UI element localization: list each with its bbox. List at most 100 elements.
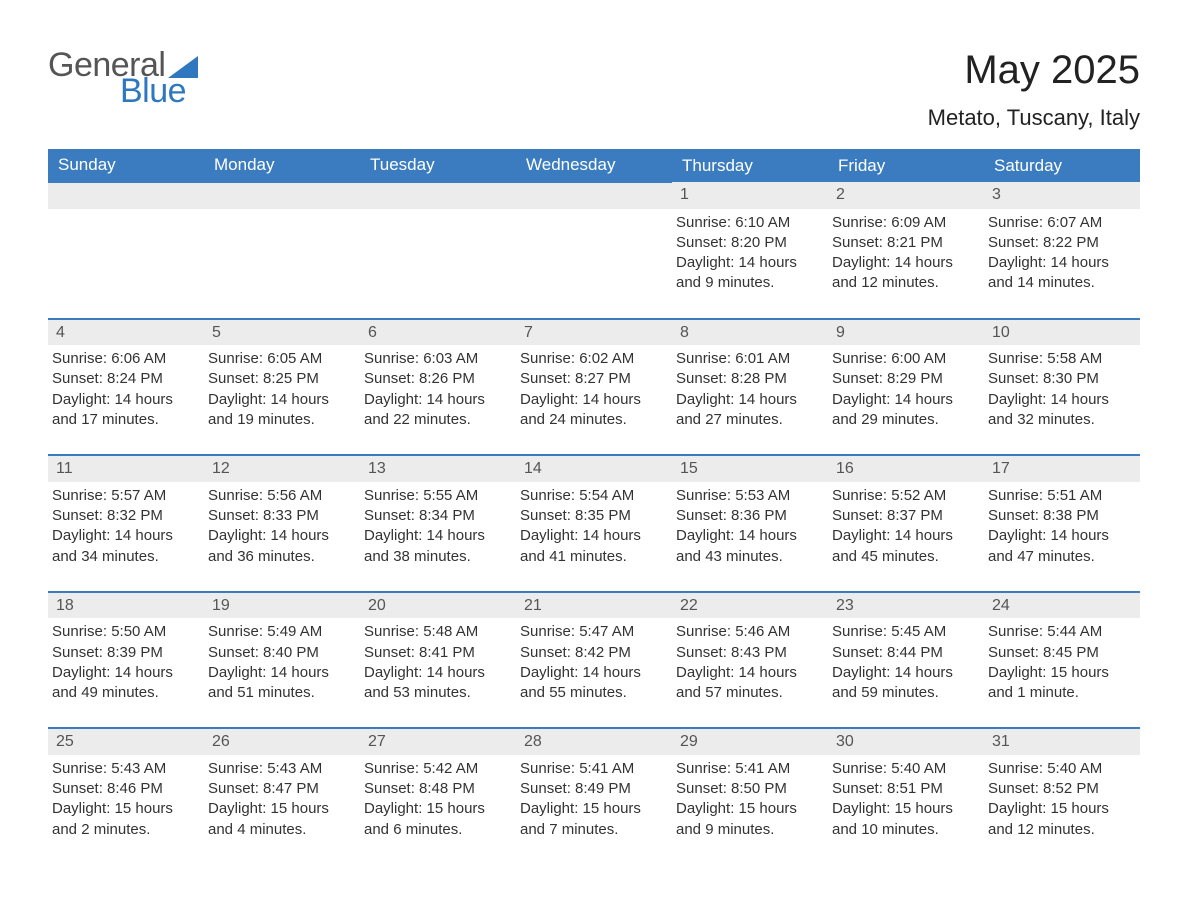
- day-cell: Sunrise: 5:40 AMSunset: 8:52 PMDaylight:…: [984, 755, 1140, 864]
- sunset-line: Sunset: 8:36 PM: [676, 506, 820, 526]
- sunset-line: Sunset: 8:29 PM: [832, 369, 976, 389]
- day-number: 31: [984, 728, 1140, 755]
- sunrise-line: Sunrise: 6:07 AM: [988, 213, 1132, 233]
- day-number: 30: [828, 728, 984, 755]
- sunset-line: Sunset: 8:38 PM: [988, 506, 1132, 526]
- day-cell: Sunrise: 6:00 AMSunset: 8:29 PMDaylight:…: [828, 345, 984, 455]
- sunset-line: Sunset: 8:50 PM: [676, 779, 820, 799]
- day-number: 24: [984, 592, 1140, 619]
- day-number: 9: [828, 319, 984, 346]
- month-title: May 2025: [928, 48, 1140, 93]
- day-cell: Sunrise: 5:58 AMSunset: 8:30 PMDaylight:…: [984, 345, 1140, 455]
- day-cell: Sunrise: 6:03 AMSunset: 8:26 PMDaylight:…: [360, 345, 516, 455]
- day-cell: Sunrise: 5:56 AMSunset: 8:33 PMDaylight:…: [204, 482, 360, 592]
- weekday-header: Sunday: [48, 149, 204, 182]
- daylight-line: Daylight: 14 hours and 24 minutes.: [520, 390, 664, 431]
- day-number: 25: [48, 728, 204, 755]
- sunrise-line: Sunrise: 5:43 AM: [52, 759, 196, 779]
- day-number: 22: [672, 592, 828, 619]
- sunrise-line: Sunrise: 5:46 AM: [676, 622, 820, 642]
- sunrise-line: Sunrise: 5:53 AM: [676, 486, 820, 506]
- day-number: 18: [48, 592, 204, 619]
- daylight-line: Daylight: 14 hours and 19 minutes.: [208, 390, 352, 431]
- day-cell: Sunrise: 5:45 AMSunset: 8:44 PMDaylight:…: [828, 618, 984, 728]
- daylight-line: Daylight: 14 hours and 59 minutes.: [832, 663, 976, 704]
- daylight-line: Daylight: 14 hours and 12 minutes.: [832, 253, 976, 294]
- day-number: 5: [204, 319, 360, 346]
- day-cell: Sunrise: 5:40 AMSunset: 8:51 PMDaylight:…: [828, 755, 984, 864]
- daylight-line: Daylight: 14 hours and 9 minutes.: [676, 253, 820, 294]
- empty-cell: [516, 182, 672, 209]
- sunrise-line: Sunrise: 5:41 AM: [520, 759, 664, 779]
- daylight-line: Daylight: 15 hours and 7 minutes.: [520, 799, 664, 840]
- day-number: 16: [828, 455, 984, 482]
- sunrise-line: Sunrise: 5:57 AM: [52, 486, 196, 506]
- sunrise-line: Sunrise: 6:03 AM: [364, 349, 508, 369]
- sunset-line: Sunset: 8:43 PM: [676, 643, 820, 663]
- day-cell: Sunrise: 5:44 AMSunset: 8:45 PMDaylight:…: [984, 618, 1140, 728]
- daylight-line: Daylight: 14 hours and 41 minutes.: [520, 526, 664, 567]
- sunrise-line: Sunrise: 6:09 AM: [832, 213, 976, 233]
- day-number: 11: [48, 455, 204, 482]
- daylight-line: Daylight: 15 hours and 6 minutes.: [364, 799, 508, 840]
- daylight-line: Daylight: 14 hours and 36 minutes.: [208, 526, 352, 567]
- location: Metato, Tuscany, Italy: [928, 105, 1140, 131]
- daylight-line: Daylight: 15 hours and 2 minutes.: [52, 799, 196, 840]
- calendar-header-row: Sunday Monday Tuesday Wednesday Thursday…: [48, 149, 1140, 182]
- sunrise-line: Sunrise: 5:47 AM: [520, 622, 664, 642]
- sunrise-line: Sunrise: 5:45 AM: [832, 622, 976, 642]
- sunset-line: Sunset: 8:52 PM: [988, 779, 1132, 799]
- sunrise-line: Sunrise: 5:50 AM: [52, 622, 196, 642]
- empty-cell: [516, 209, 672, 319]
- weekday-header: Thursday: [672, 149, 828, 182]
- day-cell: Sunrise: 6:09 AMSunset: 8:21 PMDaylight:…: [828, 209, 984, 319]
- sunset-line: Sunset: 8:51 PM: [832, 779, 976, 799]
- sunrise-line: Sunrise: 6:05 AM: [208, 349, 352, 369]
- sunset-line: Sunset: 8:35 PM: [520, 506, 664, 526]
- day-cell: Sunrise: 5:57 AMSunset: 8:32 PMDaylight:…: [48, 482, 204, 592]
- sunrise-line: Sunrise: 5:44 AM: [988, 622, 1132, 642]
- day-number: 4: [48, 319, 204, 346]
- weekday-header: Tuesday: [360, 149, 516, 182]
- daylight-line: Daylight: 14 hours and 32 minutes.: [988, 390, 1132, 431]
- day-number: 2: [828, 182, 984, 209]
- sunset-line: Sunset: 8:39 PM: [52, 643, 196, 663]
- sunset-line: Sunset: 8:32 PM: [52, 506, 196, 526]
- day-number: 12: [204, 455, 360, 482]
- empty-cell: [48, 182, 204, 209]
- sunset-line: Sunset: 8:25 PM: [208, 369, 352, 389]
- day-number: 28: [516, 728, 672, 755]
- sunrise-line: Sunrise: 5:41 AM: [676, 759, 820, 779]
- daylight-line: Daylight: 14 hours and 51 minutes.: [208, 663, 352, 704]
- day-number: 15: [672, 455, 828, 482]
- sunrise-line: Sunrise: 5:40 AM: [832, 759, 976, 779]
- day-cell: Sunrise: 5:50 AMSunset: 8:39 PMDaylight:…: [48, 618, 204, 728]
- sunset-line: Sunset: 8:49 PM: [520, 779, 664, 799]
- sunset-line: Sunset: 8:37 PM: [832, 506, 976, 526]
- day-cell: Sunrise: 6:06 AMSunset: 8:24 PMDaylight:…: [48, 345, 204, 455]
- logo-word-blue: Blue: [120, 74, 198, 108]
- empty-cell: [204, 182, 360, 209]
- day-cell: Sunrise: 5:54 AMSunset: 8:35 PMDaylight:…: [516, 482, 672, 592]
- sunset-line: Sunset: 8:40 PM: [208, 643, 352, 663]
- sunset-line: Sunset: 8:27 PM: [520, 369, 664, 389]
- day-cell: Sunrise: 6:05 AMSunset: 8:25 PMDaylight:…: [204, 345, 360, 455]
- day-cell: Sunrise: 5:48 AMSunset: 8:41 PMDaylight:…: [360, 618, 516, 728]
- daylight-line: Daylight: 14 hours and 38 minutes.: [364, 526, 508, 567]
- sunset-line: Sunset: 8:45 PM: [988, 643, 1132, 663]
- logo: General Blue: [48, 48, 198, 108]
- sunrise-line: Sunrise: 5:51 AM: [988, 486, 1132, 506]
- day-cell: Sunrise: 5:52 AMSunset: 8:37 PMDaylight:…: [828, 482, 984, 592]
- daylight-line: Daylight: 14 hours and 55 minutes.: [520, 663, 664, 704]
- daylight-line: Daylight: 14 hours and 27 minutes.: [676, 390, 820, 431]
- sunset-line: Sunset: 8:26 PM: [364, 369, 508, 389]
- daylight-line: Daylight: 14 hours and 53 minutes.: [364, 663, 508, 704]
- day-number: 6: [360, 319, 516, 346]
- day-number: 13: [360, 455, 516, 482]
- day-number: 8: [672, 319, 828, 346]
- day-number: 17: [984, 455, 1140, 482]
- sunset-line: Sunset: 8:28 PM: [676, 369, 820, 389]
- daylight-line: Daylight: 15 hours and 1 minute.: [988, 663, 1132, 704]
- sunrise-line: Sunrise: 6:10 AM: [676, 213, 820, 233]
- day-number: 7: [516, 319, 672, 346]
